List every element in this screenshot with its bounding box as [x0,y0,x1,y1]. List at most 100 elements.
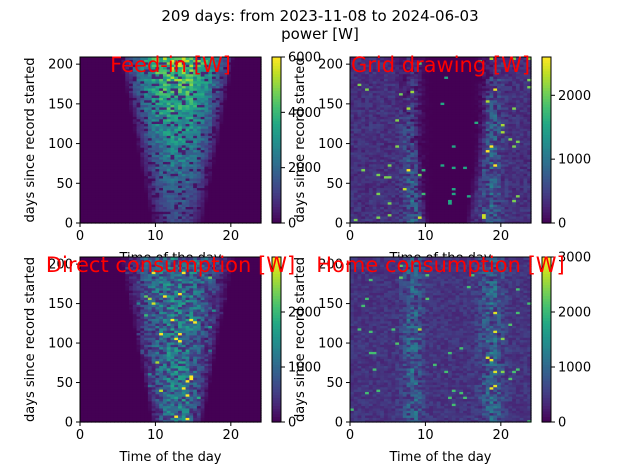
heatmap-cell [159,211,164,215]
heatmap-cell [102,204,107,207]
heatmap-cell [151,206,157,210]
heatmap-cell [238,215,243,219]
heatmap-cell [200,213,206,217]
heatmap-cell [121,187,126,191]
heatmap-cell [132,194,138,198]
heatmap-cell [155,185,160,189]
heatmap-cell [91,218,96,222]
heatmap-cell [253,201,258,205]
heatmap-cell [253,192,258,196]
heatmap-cell [245,206,251,210]
heatmap-cell [249,194,255,198]
heatmap-cell [132,211,138,215]
heatmap-cell [238,194,243,198]
heatmap-cell [140,192,145,196]
heatmap-cell [110,208,115,212]
heatmap-cell [140,206,145,210]
heatmap-cell [144,208,149,212]
heatmap-cell [242,218,247,222]
heatmap-cell [117,208,123,212]
heatmap-cell [91,215,96,219]
heatmap-cell [117,199,123,203]
heatmap-cell [185,208,190,212]
heatmap-cell [155,218,160,222]
heatmap-cell [223,213,228,217]
heatmap-cell [245,194,251,198]
heatmap-cell [117,194,123,198]
heatmap-cell [125,218,130,222]
heatmap-cell [144,189,149,193]
heatmap-cell [196,187,202,191]
heatmap-cell [91,213,96,217]
heatmap-cell [174,206,179,210]
heatmap-cell [170,208,175,212]
heatmap-cell [200,189,206,193]
heatmap-cell [181,208,187,212]
heatmap-cell [249,192,255,196]
heatmap-cell [200,196,206,200]
heatmap-cell [87,220,92,224]
heatmap-cell [208,215,213,219]
heatmap-cell [140,218,145,222]
heatmap-cell [95,211,100,215]
heatmap-cell [234,189,239,193]
heatmap-cell [189,208,194,212]
heatmap-cell [208,187,213,191]
heatmap-cell [162,192,168,196]
heatmap-cell [140,215,145,219]
heatmap-cell [121,194,126,198]
heatmap-cell [136,192,141,196]
heatmap-cell [234,187,239,191]
heatmap-cell [178,196,183,200]
heatmap-cell [200,180,206,184]
heatmap-cell [159,189,164,193]
heatmap-cell [110,185,115,189]
heatmap-cell [166,196,172,200]
heatmap-cell [80,180,85,184]
heatmap-cell [113,206,119,210]
heatmap-cell [151,192,157,196]
heatmap-cell [178,182,183,186]
heatmap-cell [117,187,123,191]
heatmap-cell [80,185,85,189]
heatmap-cell [249,187,255,191]
heatmap-cell [178,220,183,224]
heatmap-cell [166,206,172,210]
heatmap-cell [83,215,89,219]
heatmap-cell [162,194,168,198]
heatmap-cell [204,196,209,200]
heatmap-cell [189,201,194,205]
heatmap-cell [219,215,224,219]
heatmap-cell [253,199,258,203]
heatmap-cell [200,218,206,222]
heatmap-cell [147,208,153,212]
heatmap-cell [162,199,168,203]
heatmap-cell [117,220,123,224]
heatmap-cell [144,215,149,219]
heatmap-cell [178,206,183,210]
heatmap-cell [193,213,198,217]
heatmap-cell [211,215,217,219]
heatmap-cell [147,199,153,203]
heatmap-cell [238,213,243,217]
heatmap-cell [211,220,217,224]
heatmap-cell [189,192,194,196]
heatmap-cell [193,204,198,207]
heatmap-cell [204,211,209,215]
heatmap-cell [166,218,172,222]
heatmap-cell [257,194,262,198]
heatmap-cell [87,206,92,210]
heatmap-cell [132,199,138,203]
heatmap-cell [125,180,130,184]
heatmap-cell [144,218,149,222]
heatmap-cell [223,187,228,191]
heatmap-cell [227,215,232,219]
heatmap-cell [257,192,262,196]
heatmap-cell [170,211,175,215]
heatmap-cell [166,192,172,196]
heatmap-cell [136,185,141,189]
heatmap-cell [83,180,89,184]
x-tick-label: 20 [223,229,240,244]
heatmap-cell [245,208,251,212]
heatmap-cell [136,189,141,193]
